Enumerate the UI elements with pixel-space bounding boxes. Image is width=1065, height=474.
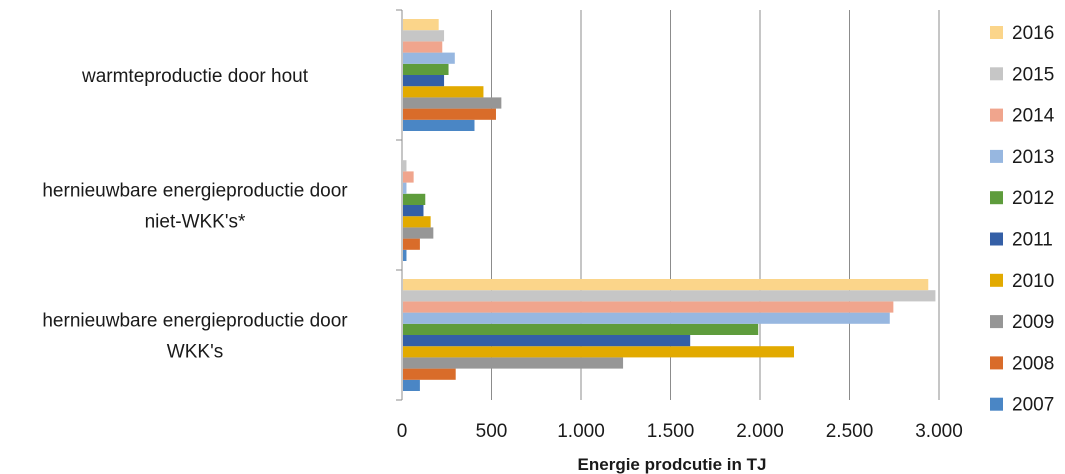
x-tick-label: 2.500 [826, 421, 874, 442]
x-tick-label: 2.000 [736, 421, 784, 442]
bar [403, 182, 407, 194]
category-label-line: WKK's [167, 342, 223, 363]
category-label: hernieuwbare energieproductie door WKK's [42, 311, 348, 363]
bar [403, 63, 449, 75]
bar [403, 290, 936, 302]
bar [403, 368, 456, 380]
bar [403, 75, 445, 87]
category-label-line: hernieuwbare energieproductie door [42, 181, 348, 202]
legend-swatch [990, 26, 1003, 39]
bar [403, 119, 475, 131]
category-label: hernieuwbare energieproductie door niet-W… [42, 181, 348, 233]
legend: 2016 2015 2014 2013 2012 2011 2010 2009 2008 2007 [990, 23, 1055, 416]
legend-swatch [990, 397, 1003, 411]
bar [403, 238, 420, 250]
bar [403, 323, 759, 335]
legend-swatch [990, 315, 1003, 329]
bar [403, 30, 445, 42]
legend-swatch [990, 356, 1003, 370]
category-label-line: warmteproductie door hout [81, 66, 309, 87]
bar [403, 312, 890, 324]
bar [403, 160, 407, 172]
bar [403, 346, 795, 358]
x-axis-title: Energie prodcutie in TJ [578, 455, 767, 474]
category-labels: warmteproductie door hout hernieuwbare en… [42, 66, 348, 363]
legend-label: 2012 [1012, 188, 1054, 209]
bar [403, 216, 431, 228]
legend-swatch [990, 232, 1003, 246]
x-tick-label: 500 [476, 421, 508, 442]
legend-label: 2015 [1012, 64, 1054, 85]
bar [403, 41, 443, 53]
legend-swatch [990, 149, 1003, 163]
category-label: warmteproductie door hout [81, 66, 309, 87]
bar [403, 301, 894, 313]
legend-label: 2008 [1012, 353, 1054, 374]
legend-swatch [990, 191, 1003, 205]
bar [403, 227, 434, 239]
bars [403, 19, 936, 391]
bar [403, 249, 407, 261]
x-tick-label: 1.500 [647, 421, 695, 442]
bar [403, 52, 455, 64]
x-tick-label: 1.000 [557, 421, 605, 442]
axis [396, 9, 403, 401]
legend-swatch [990, 108, 1003, 122]
bar [403, 357, 624, 369]
bar [403, 379, 420, 391]
bar [403, 108, 496, 120]
x-tick-labels: 0 500 1.000 1.500 2.000 2.500 3.000 [397, 421, 963, 442]
legend-swatch [990, 67, 1003, 81]
x-tick-label: 0 [397, 421, 408, 442]
legend-label: 2014 [1012, 106, 1055, 127]
legend-label: 2009 [1012, 312, 1054, 333]
bar [403, 86, 484, 98]
category-label-line: hernieuwbare energieproductie door [42, 311, 348, 332]
bar [403, 193, 426, 205]
bar [403, 205, 424, 217]
x-tick-label: 3.000 [915, 421, 963, 442]
legend-label: 2011 [1012, 230, 1053, 251]
category-label-line: niet-WKK's* [145, 212, 246, 233]
bar [403, 279, 929, 291]
legend-label: 2007 [1012, 395, 1054, 416]
legend-label: 2016 [1012, 23, 1054, 44]
legend-swatch [990, 273, 1003, 287]
bar [403, 97, 502, 109]
bar [403, 171, 414, 183]
bar [403, 335, 691, 347]
legend-label: 2013 [1012, 147, 1054, 168]
legend-label: 2010 [1012, 271, 1054, 292]
bar [403, 19, 439, 31]
